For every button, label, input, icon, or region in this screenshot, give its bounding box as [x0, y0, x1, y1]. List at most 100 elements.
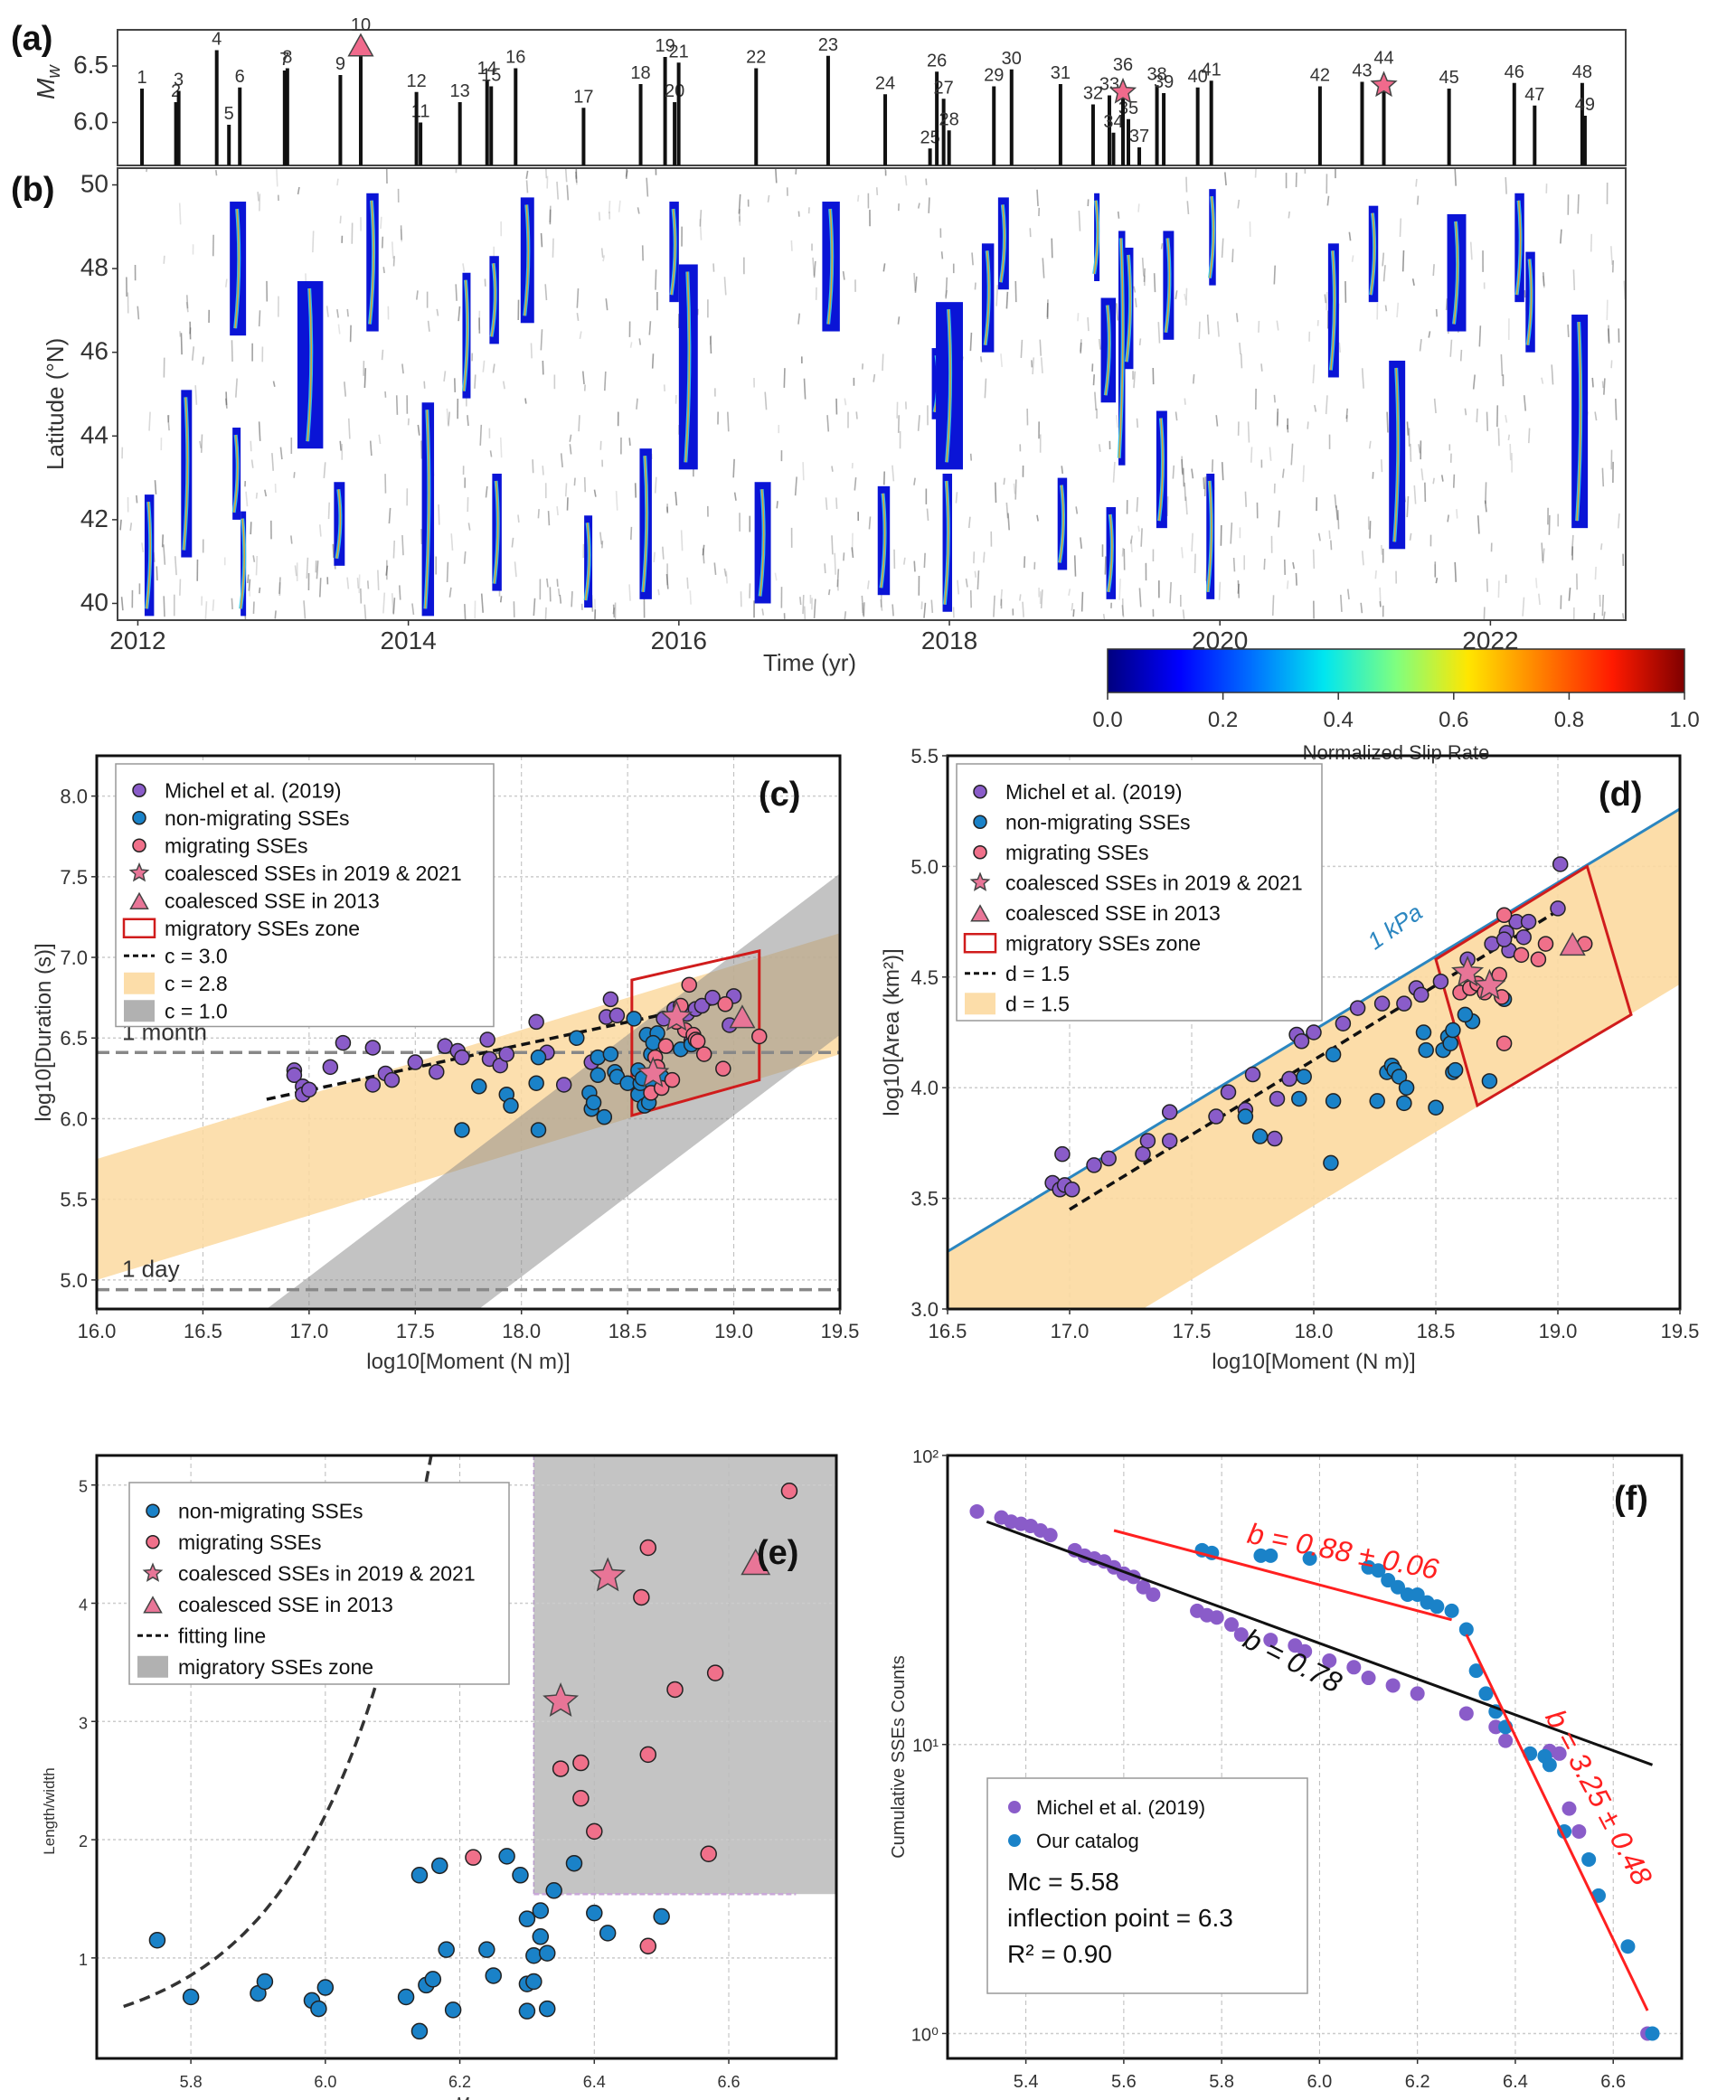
tremor-streak [380, 216, 382, 229]
tremor-streak [339, 440, 342, 451]
tremor-streak [1419, 339, 1422, 352]
legend-label: non-migrating SSEs [165, 806, 350, 830]
tremor-streak [576, 313, 580, 322]
data-point-circle [1369, 1093, 1385, 1109]
tremor-streak [1203, 476, 1207, 497]
x-tick-label: 2016 [651, 626, 707, 654]
tremor-streak [545, 168, 548, 179]
legend-marker-rect [122, 918, 156, 938]
tremor-streak [945, 277, 948, 299]
tremor-streak [969, 453, 973, 461]
tremor-streak [1577, 193, 1580, 214]
panel-d: 1 kPa (d) 16.5 17.0 17.5 18.0 18.5 19.0 19.5 3.0 3… [880, 745, 1699, 1374]
data-point-circle [1552, 856, 1569, 872]
tremor-streak [601, 541, 604, 549]
slip-peak [240, 518, 245, 609]
data-point-circle [1325, 1046, 1342, 1063]
tremor-streak [525, 170, 529, 179]
tremor-streak [1522, 597, 1525, 617]
event-bar: 45 [1439, 68, 1459, 165]
tremor-streak [599, 532, 603, 545]
tremor-streak [854, 476, 857, 491]
band-c-1.0 [266, 873, 840, 1309]
tremor-streak [1116, 415, 1118, 428]
legend-box [115, 763, 495, 1028]
tremor-streak [1098, 338, 1101, 350]
data-point-circle [1520, 913, 1537, 930]
data-point-circle [182, 1988, 200, 2006]
data-point-circle [1413, 986, 1429, 1003]
slip-peak [1515, 200, 1522, 296]
tremor-streak [1454, 561, 1458, 582]
event-bar: 23 [818, 35, 838, 165]
slip-peak [463, 279, 468, 391]
series-michel-et-al-2019- [1044, 856, 1569, 1198]
slip-peak [232, 434, 239, 513]
data-point-circle [431, 1857, 448, 1875]
data-point-circle [1325, 1093, 1342, 1109]
legend-item: migrating SSEs [132, 833, 308, 857]
tremor-streak [544, 284, 548, 301]
tremor-streak [813, 260, 816, 278]
data-point-circle [1396, 1095, 1412, 1112]
slip-peak [1108, 513, 1113, 592]
slip-peak [880, 493, 886, 589]
data-point-circle [1550, 900, 1566, 917]
data-point-circle [586, 1822, 603, 1841]
tremor-streak [1351, 255, 1354, 262]
data-point-circle [1432, 973, 1449, 990]
tremor-streak [245, 491, 249, 507]
data-point-circle [518, 2002, 536, 2020]
tremor-streak [514, 561, 517, 578]
tremor-streak [1000, 589, 1003, 607]
data-point-circle [1444, 1603, 1459, 1618]
x-tick-label: 17.0 [1051, 1320, 1090, 1342]
y-axis-label: Mw [32, 64, 64, 99]
legend-label: d = 1.5 [1005, 992, 1070, 1015]
legend-label: Michel et al. (2019) [1036, 1796, 1205, 1819]
x-tick-label: 5.4 [1014, 2072, 1039, 2092]
event-label: 22 [746, 48, 766, 68]
tremor-streak [1254, 168, 1257, 178]
data-point-circle [528, 1075, 544, 1091]
reference-line-label: 1 day [122, 1256, 180, 1283]
tremor-streak [544, 607, 547, 620]
data-point-circle [1645, 2026, 1660, 2041]
data-point-circle [1530, 951, 1547, 967]
tremor-streak [533, 598, 536, 617]
tremor-streak [1104, 556, 1107, 575]
tremor-streak [525, 180, 529, 193]
tremor-streak [252, 601, 255, 614]
data-point-circle [565, 1854, 583, 1872]
tremor-streak [602, 255, 606, 262]
tremor-streak [274, 610, 277, 619]
data-point-circle [1481, 1073, 1498, 1089]
tremor-streak [1410, 443, 1412, 462]
tremor-streak [1610, 360, 1613, 369]
data-point-circle [602, 991, 619, 1008]
tremor-streak [1325, 395, 1328, 415]
tremor-streak [537, 509, 540, 519]
tremor-streak [1541, 542, 1543, 561]
tremor-streak [1571, 534, 1574, 556]
y-axis-label: Latitude (°N) [42, 338, 69, 470]
tremor-streak [344, 381, 347, 397]
tremor-streak [1500, 353, 1504, 376]
tremor-streak [1129, 535, 1133, 544]
legend-marker-circle [973, 845, 987, 860]
fit-line [1113, 1529, 1452, 1622]
tremor-streak [549, 205, 552, 223]
x-tick-label: 5.8 [180, 2073, 203, 2091]
tremor-streak [356, 577, 360, 589]
axes-frame [117, 29, 1627, 166]
tremor-streak [1185, 287, 1188, 306]
data-point-star [590, 1557, 627, 1592]
tremor-streak [1346, 589, 1350, 600]
y-tick-label: 5.5 [910, 745, 939, 767]
tremor-streak [1302, 465, 1305, 483]
tremor-streak [1000, 353, 1003, 368]
tremor-streak [831, 466, 834, 472]
data-point-circle [1498, 1733, 1514, 1748]
tremor-streak [1459, 349, 1463, 362]
